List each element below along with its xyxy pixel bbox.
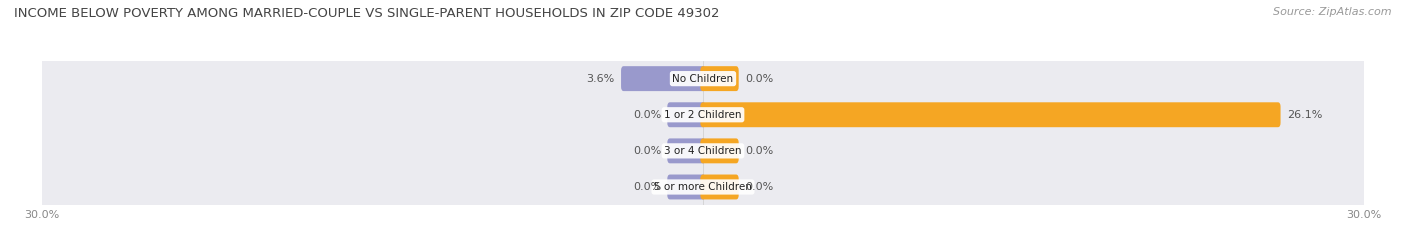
FancyBboxPatch shape — [700, 175, 738, 199]
Text: INCOME BELOW POVERTY AMONG MARRIED-COUPLE VS SINGLE-PARENT HOUSEHOLDS IN ZIP COD: INCOME BELOW POVERTY AMONG MARRIED-COUPL… — [14, 7, 720, 20]
Text: 3.6%: 3.6% — [586, 74, 614, 84]
FancyBboxPatch shape — [668, 102, 706, 127]
Text: 0.0%: 0.0% — [633, 182, 661, 192]
FancyBboxPatch shape — [38, 126, 1368, 176]
FancyBboxPatch shape — [621, 66, 706, 91]
Text: 0.0%: 0.0% — [745, 182, 773, 192]
FancyBboxPatch shape — [700, 66, 738, 91]
Text: No Children: No Children — [672, 74, 734, 84]
FancyBboxPatch shape — [700, 138, 738, 163]
Text: 0.0%: 0.0% — [745, 74, 773, 84]
Text: 0.0%: 0.0% — [633, 110, 661, 120]
FancyBboxPatch shape — [38, 90, 1368, 140]
Text: 0.0%: 0.0% — [745, 146, 773, 156]
Text: 26.1%: 26.1% — [1286, 110, 1322, 120]
FancyBboxPatch shape — [38, 162, 1368, 212]
FancyBboxPatch shape — [38, 54, 1368, 103]
FancyBboxPatch shape — [668, 175, 706, 199]
FancyBboxPatch shape — [668, 138, 706, 163]
Text: 0.0%: 0.0% — [633, 146, 661, 156]
FancyBboxPatch shape — [700, 102, 1281, 127]
Text: Source: ZipAtlas.com: Source: ZipAtlas.com — [1274, 7, 1392, 17]
Text: 5 or more Children: 5 or more Children — [654, 182, 752, 192]
Text: 1 or 2 Children: 1 or 2 Children — [664, 110, 742, 120]
Text: 3 or 4 Children: 3 or 4 Children — [664, 146, 742, 156]
